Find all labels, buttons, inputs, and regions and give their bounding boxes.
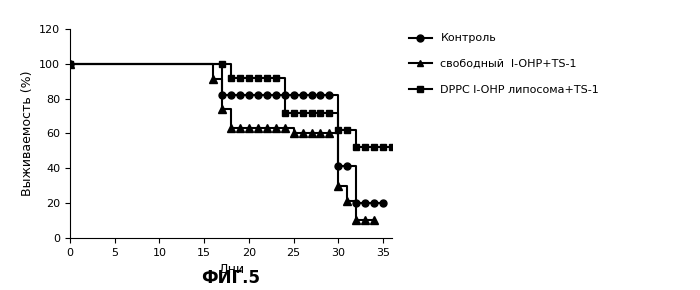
- Y-axis label: Выживаемость (%): Выживаемость (%): [20, 71, 34, 196]
- Text: ФИГ.5: ФИГ.5: [202, 269, 260, 287]
- X-axis label: Дни: Дни: [218, 263, 244, 276]
- Legend: Контроль, свободный  l-OHP+TS-1, DPPC l-OHP липосома+TS-1: Контроль, свободный l-OHP+TS-1, DPPC l-O…: [405, 29, 603, 99]
